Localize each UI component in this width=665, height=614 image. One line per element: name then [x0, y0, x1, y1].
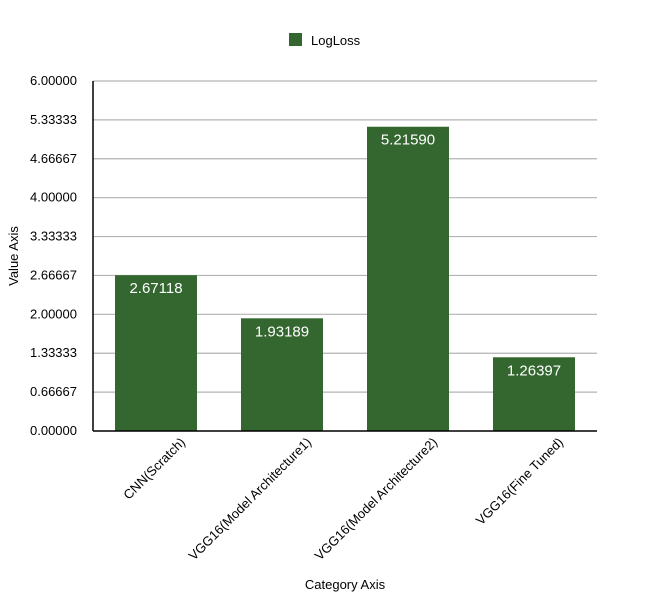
y-tick-label: 2.66667 [30, 267, 77, 282]
x-tick-label: VGG16(Model Architecture1) [185, 435, 314, 564]
legend-label: LogLoss [311, 33, 361, 48]
legend: LogLoss [289, 33, 361, 48]
x-tick-label: VGG16(Fine Tuned) [473, 435, 566, 528]
data-label: 2.67118 [129, 280, 182, 297]
y-tick-labels: 0.00000 0.66667 1.33333 2.00000 2.66667 3.333… [30, 73, 77, 438]
y-tick-label: 5.33333 [30, 112, 77, 127]
y-tick-label: 2.00000 [30, 306, 77, 321]
y-tick-label: 6.00000 [30, 73, 77, 88]
bar [493, 357, 575, 431]
y-tick-label: 0.00000 [30, 423, 77, 438]
x-tick-label: CNN(Scratch) [120, 435, 188, 503]
data-labels: 2.67118 1.93189 5.21590 1.26397 [129, 132, 561, 380]
y-tick-label: 4.66667 [30, 151, 77, 166]
bars [115, 126, 575, 431]
y-axis-title: Value Axis [6, 226, 21, 286]
data-label: 1.93189 [255, 323, 309, 340]
y-tick-label: 0.66667 [30, 384, 77, 399]
legend-swatch [289, 33, 302, 46]
y-tick-label: 1.33333 [30, 345, 77, 360]
axes [92, 81, 597, 432]
y-tick-label: 3.33333 [30, 229, 77, 244]
bar [115, 275, 197, 431]
y-tick-label: 4.00000 [30, 190, 77, 205]
data-label: 1.26397 [507, 362, 561, 379]
bar [367, 126, 449, 431]
data-label: 5.21590 [381, 132, 435, 149]
x-axis-title: Category Axis [305, 577, 386, 592]
x-tick-label: VGG16(Model Architecture2) [311, 435, 440, 564]
bar [241, 318, 323, 431]
x-tick-labels: CNN(Scratch)VGG16(Model Architecture1)VG… [120, 435, 566, 564]
